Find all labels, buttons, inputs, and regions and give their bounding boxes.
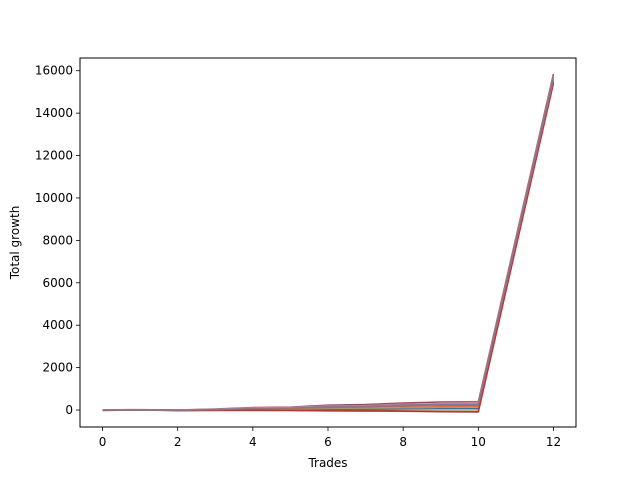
y-tick-label: 14000: [35, 106, 73, 120]
x-tick-label: 6: [324, 435, 332, 449]
x-axis-label: Trades: [307, 456, 347, 470]
y-axis-label: Total growth: [8, 206, 22, 281]
y-tick-label: 0: [65, 403, 73, 417]
x-tick-label: 4: [249, 435, 257, 449]
x-tick-label: 10: [471, 435, 486, 449]
y-tick-label: 8000: [42, 233, 73, 247]
y-tick-label: 6000: [42, 276, 73, 290]
x-tick-label: 0: [99, 435, 107, 449]
series-line-8: [102, 76, 555, 411]
x-tick-label: 8: [399, 435, 407, 449]
y-tick-label: 12000: [35, 149, 73, 163]
x-tick-label: 2: [174, 435, 182, 449]
x-axis: 0 2 4 6 8 10 12: [99, 427, 561, 449]
x-tick-label: 12: [546, 435, 561, 449]
y-tick-label: 10000: [35, 191, 73, 205]
y-tick-label: 2000: [42, 361, 73, 375]
y-tick-label: 16000: [35, 64, 73, 78]
y-axis: 0 2000 4000 6000 8000 10000 12000 14000 16000: [35, 64, 80, 417]
y-tick-label: 4000: [42, 318, 73, 332]
series-layer: [102, 73, 555, 413]
